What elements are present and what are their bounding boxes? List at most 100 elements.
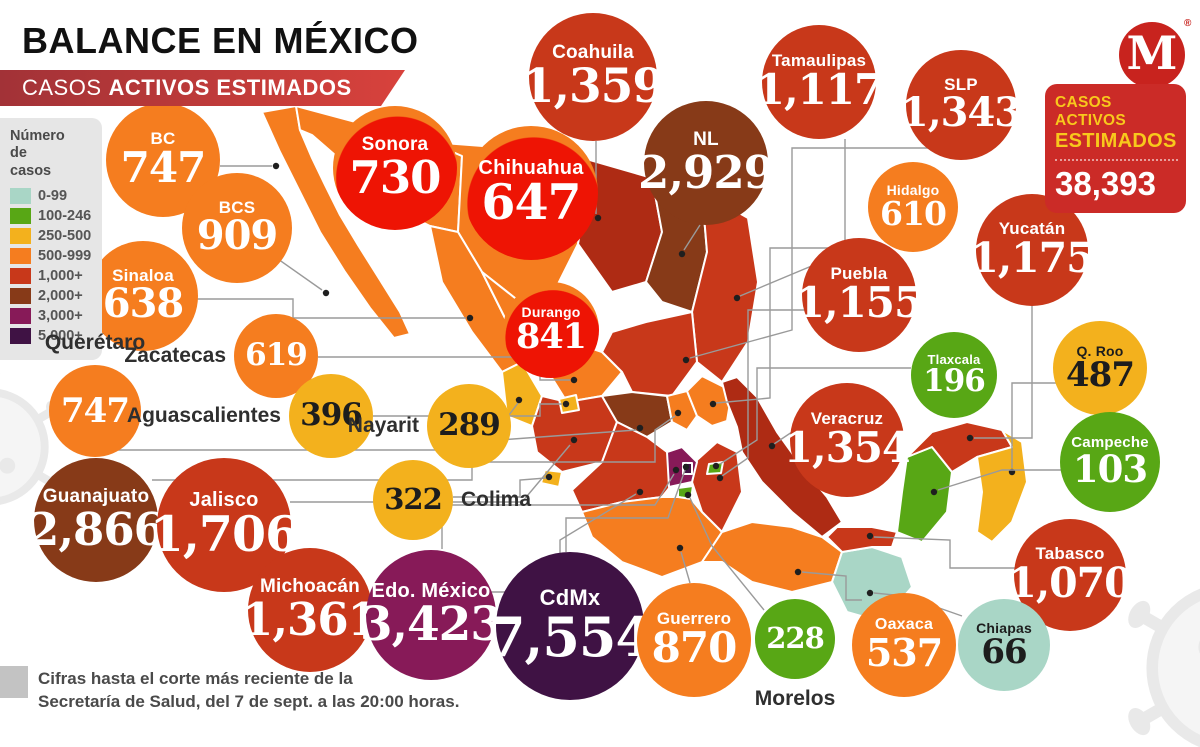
bubble-value-bcs: 909 (196, 212, 278, 260)
bubble-value-queretaro: 747 (61, 390, 130, 431)
bubble-edomexico: Edo. México 3,423 (360, 550, 503, 680)
bubble-value-bc: 747 (120, 143, 207, 193)
bubble-label-nl: NL (693, 129, 719, 151)
page-title-bold: MÉXICO (273, 20, 419, 61)
map-state-veracruz (721, 376, 843, 538)
legend-item-1000+: 1,000+ (10, 268, 94, 285)
state-label-zacatecas: Zacatecas (124, 344, 226, 367)
legend-range-label: 5,000+ (38, 328, 83, 345)
bubble-label-slp: SLP (944, 74, 978, 94)
legend-item-250500: 250-500 (10, 228, 94, 245)
bubble-label-cdmx: CdMx (539, 585, 601, 611)
page-title: BALANCE EN MÉXICO (22, 20, 419, 62)
legend-item-3000+: 3,000+ (10, 308, 94, 325)
footer-line1: Cifras hasta el corte más reciente de la (38, 669, 353, 688)
legend-item-2000+: 2,000+ (10, 288, 94, 305)
footer-marker-square (0, 666, 28, 698)
bubble-label-veracruz: Veracruz (810, 408, 884, 428)
bubble-value-michoacan: 1,361 (242, 592, 379, 646)
bubble-zacatecas: 619 (234, 314, 318, 398)
legend-items: 0-99 100-246 250-500 500-999 1,000+ 2,000+ 3,0… (10, 188, 94, 345)
bubble-tamaulipas: Tamaulipas 1,117 (756, 25, 883, 139)
bubble-value-cdmx: 7,554 (487, 604, 653, 669)
bubble-label-durango: Durango (521, 304, 581, 321)
legend-range-label: 0-99 (38, 188, 68, 205)
bubble-label-guerrero: Guerrero (656, 608, 732, 628)
bubble-veracruz: Veracruz 1,354 (784, 383, 911, 497)
bubble-value-yucatan: 1,175 (970, 233, 1094, 282)
bubble-durango: Durango 841 (503, 282, 599, 378)
banner-text-bold: ACTIVOS ESTIMADOS (108, 75, 352, 100)
bubble-value-guerrero: 870 (651, 623, 738, 673)
bubble-colima: 322 (373, 460, 453, 540)
map-state-tabasco (826, 526, 898, 553)
map-state-guerrero (581, 496, 723, 578)
bubble-label-tamaulipas: Tamaulipas (771, 50, 867, 70)
bubble-label-oaxaca: Oaxaca (874, 616, 934, 634)
bubble-label-sonora: Sonora (361, 134, 429, 156)
bubble-value-puebla: 1,155 (795, 278, 924, 328)
bubble-label-tlaxcala: Tlaxcala (927, 351, 981, 367)
legend-item-100246: 100-246 (10, 208, 94, 225)
milenio-logo: M (1119, 22, 1185, 88)
legend-range-label: 250-500 (38, 228, 92, 245)
bubble-sinaloa: Sinaloa 638 (88, 241, 198, 351)
bubble-value-durango: 841 (515, 316, 587, 358)
bubble-label-michoacan: Michoacán (260, 576, 360, 598)
bubble-chihuahua: Chihuahua 647 (464, 126, 598, 260)
badge-total-value: 38,393 (1055, 165, 1156, 202)
bubble-label-bc: BC (150, 128, 176, 148)
bubble-coahuila: Coahuila 1,359 (522, 13, 665, 141)
bubble-morelos: 228 (755, 599, 835, 679)
header: BALANCE EN MÉXICO CASOS ACTIVOS ESTIMADO… (22, 20, 419, 106)
legend-swatch (10, 188, 31, 205)
bubble-value-chiapas: 66 (981, 631, 1027, 672)
legend-swatch (10, 228, 31, 245)
bubble-value-coahuila: 1,359 (521, 58, 665, 114)
bubble-label-hidalgo: Hidalgo (886, 182, 940, 199)
bubble-value-morelos: 228 (766, 621, 825, 656)
badge-title-line2: ESTIMADOS (1055, 130, 1177, 152)
bubble-value-campeche: 103 (1072, 446, 1148, 491)
legend-swatch (10, 288, 31, 305)
bubble-value-tamaulipas: 1,117 (755, 65, 884, 115)
registered-trademark-icon: ® (1184, 18, 1192, 29)
bubble-value-jalisco: 1,706 (149, 505, 299, 564)
bubble-queretaro: 747 (49, 365, 141, 457)
bubble-nayarit: 289 (427, 384, 511, 468)
state-label-aguascalientes: Aguascalientes (126, 404, 281, 427)
total-cases-badge: CASOS ACTIVOS ESTIMADOS 38,393 (1045, 84, 1186, 213)
bubble-chiapas: Chiapas 66 (958, 599, 1050, 691)
bubble-value-edomexico: 3,423 (359, 597, 503, 653)
subtitle-banner: CASOS ACTIVOS ESTIMADOS (0, 70, 405, 106)
bubble-label-sinaloa: Sinaloa (112, 265, 174, 285)
legend: Número de casos 0-99 100-246 250-500 500-99… (0, 118, 102, 361)
bubble-value-aguascalientes: 396 (300, 397, 363, 434)
bubble-campeche: Campeche 103 (1060, 412, 1160, 512)
bubble-label-campeche: Campeche (1071, 434, 1149, 452)
map-state-qroo (976, 429, 1028, 543)
bubble-label-yucatan: Yucatán (998, 219, 1066, 239)
legend-swatch (10, 328, 31, 345)
bubble-bcs: BCS 909 (182, 173, 292, 283)
bubble-label-edomexico: Edo. México (371, 579, 491, 602)
legend-item-500999: 500-999 (10, 248, 94, 265)
bubble-value-nayarit: 289 (438, 407, 501, 444)
state-label-nayarit: Nayarit (347, 414, 419, 437)
bubble-label-coahuila: Coahuila (552, 42, 634, 64)
legend-range-label: 100-246 (38, 208, 92, 225)
legend-range-label: 2,000+ (38, 288, 83, 305)
bubble-qroo: Q. Roo 487 (1053, 321, 1147, 415)
bubble-value-tlaxcala: 196 (923, 362, 986, 399)
map-state-slp (601, 311, 698, 397)
footer-text: Cifras hasta el corte más reciente de la… (38, 666, 459, 714)
bubble-label-qroo: Q. Roo (1076, 342, 1124, 359)
legend-swatch (10, 208, 31, 225)
bubble-label-chiapas: Chiapas (976, 619, 1032, 636)
footer-line2: Secretaría de Salud, del 7 de sept. a la… (38, 691, 460, 711)
state-label-morelos: Morelos (754, 687, 836, 710)
bubble-value-nl: 2,929 (638, 145, 775, 199)
bubble-oaxaca: Oaxaca 537 (852, 593, 956, 697)
